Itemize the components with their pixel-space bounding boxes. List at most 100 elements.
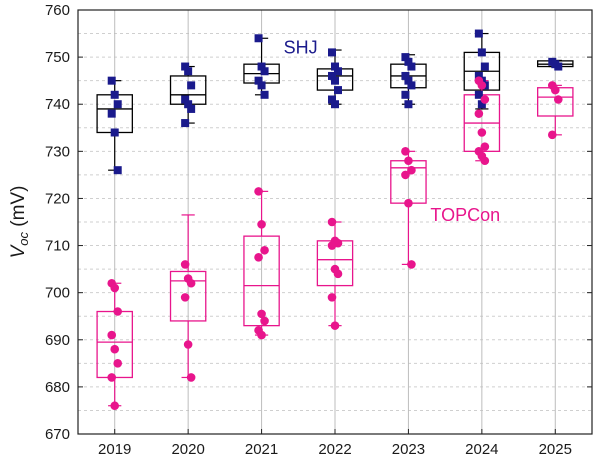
shj-data-point xyxy=(401,90,410,99)
series-label-shj: SHJ xyxy=(284,38,318,58)
topcon-data-point xyxy=(107,330,117,340)
shj-data-point xyxy=(331,62,339,71)
shj-data-point xyxy=(404,57,413,66)
topcon-data-point xyxy=(477,128,487,137)
shj-data-point xyxy=(257,81,266,90)
topcon-data-point xyxy=(113,307,123,316)
shj-data-point xyxy=(407,81,416,90)
shj-data-point xyxy=(110,128,119,137)
y-axis-title: Voc (mV) xyxy=(8,186,31,259)
topcon-data-point xyxy=(404,198,413,208)
topcon-data-point xyxy=(327,293,337,302)
topcon-box xyxy=(169,270,207,322)
y-axis-title-unit: (mV) xyxy=(8,186,29,232)
shj-data-point xyxy=(107,76,116,85)
topcon-data-point xyxy=(333,269,343,279)
shj-data-point xyxy=(404,76,413,85)
topcon-data-point xyxy=(260,316,269,326)
topcon-data-point xyxy=(474,109,484,118)
series-label-topcon: TOPCon xyxy=(430,205,500,225)
topcon-data-point xyxy=(110,401,120,411)
topcon-data-point xyxy=(401,147,410,156)
x-tick-label: 2019 xyxy=(98,441,131,458)
x-tick-label: 2020 xyxy=(171,441,204,458)
shj-data-point xyxy=(254,76,263,85)
x-tick-label: 2022 xyxy=(318,441,351,458)
topcon-data-point xyxy=(180,260,190,269)
topcon-data-point xyxy=(257,309,266,319)
topcon-data-point xyxy=(401,170,410,180)
shj-data-point xyxy=(477,100,486,109)
shj-data-point xyxy=(181,119,190,128)
y-tick-label: 730 xyxy=(45,143,70,160)
topcon-data-point xyxy=(110,344,120,354)
shj-data-point xyxy=(328,48,336,57)
topcon-data-point xyxy=(330,321,340,330)
shj-data-point xyxy=(260,90,269,99)
topcon-data-point xyxy=(110,283,120,293)
y-tick-label: 720 xyxy=(45,190,70,207)
shj-data-point xyxy=(404,100,413,109)
topcon-data-point xyxy=(407,260,416,269)
shj-data-point xyxy=(110,90,119,99)
topcon-data-point xyxy=(254,253,263,262)
shj-data-point xyxy=(184,100,193,109)
x-tick-label: 2025 xyxy=(539,441,572,458)
shj-data-point xyxy=(328,95,336,104)
topcon-data-point xyxy=(550,85,560,95)
topcon-data-point xyxy=(404,156,413,166)
y-tick-label: 670 xyxy=(45,426,70,443)
shj-data-point xyxy=(474,29,483,38)
shj-data-point xyxy=(401,71,410,80)
shj-data-point xyxy=(554,62,563,71)
shj-data-point xyxy=(187,81,196,90)
y-axis-title-main: V xyxy=(8,243,29,258)
topcon-data-point xyxy=(254,187,263,196)
topcon-data-point xyxy=(257,220,266,229)
topcon-data-point xyxy=(257,330,266,340)
topcon-box xyxy=(243,235,280,327)
axis-ticks: 670 680 690 700 710 720 730 740 750 760 2019 2020 20… xyxy=(45,2,592,458)
x-tick-label: 2024 xyxy=(465,441,498,458)
topcon-data-point xyxy=(480,142,490,151)
shj-data-point xyxy=(474,71,483,80)
shj-data-point xyxy=(107,109,116,118)
data-points xyxy=(107,29,563,411)
shj-data-point xyxy=(401,53,410,62)
topcon-data-point xyxy=(480,95,490,104)
y-tick-label: 740 xyxy=(45,96,70,113)
topcon-data-point xyxy=(477,81,487,90)
shj-data-point xyxy=(331,100,339,109)
shj-data-point xyxy=(184,67,193,76)
shj-data-point xyxy=(254,34,263,43)
topcon-data-point xyxy=(183,340,193,349)
shj-data-point xyxy=(474,90,483,99)
topcon-data-point xyxy=(553,95,563,104)
shj-data-point xyxy=(334,86,342,95)
shj-data-point xyxy=(181,95,190,104)
series-annotations: SHJ TOPCon xyxy=(284,38,501,225)
shj-data-point xyxy=(113,100,122,109)
y-tick-label: 690 xyxy=(45,332,70,349)
topcon-data-point xyxy=(260,245,269,255)
topcon-data-point xyxy=(547,130,557,140)
topcon-data-point xyxy=(327,241,337,250)
shj-data-point xyxy=(407,62,416,71)
x-tick-label: 2021 xyxy=(245,441,278,458)
y-axis-title-subscript: oc xyxy=(16,232,31,246)
shj-data-point xyxy=(181,62,190,71)
shj-data-point xyxy=(331,76,339,85)
y-tick-label: 680 xyxy=(45,379,70,396)
topcon-data-point xyxy=(107,373,117,382)
y-tick-label: 750 xyxy=(45,49,70,66)
shj-data-point xyxy=(334,67,342,76)
topcon-data-point xyxy=(407,165,416,175)
topcon-data-point xyxy=(480,156,490,166)
shj-data-point xyxy=(260,67,269,76)
shj-data-point xyxy=(328,71,336,80)
topcon-data-point xyxy=(186,373,196,382)
topcon-data-point xyxy=(180,293,190,302)
shj-data-point xyxy=(477,48,486,57)
